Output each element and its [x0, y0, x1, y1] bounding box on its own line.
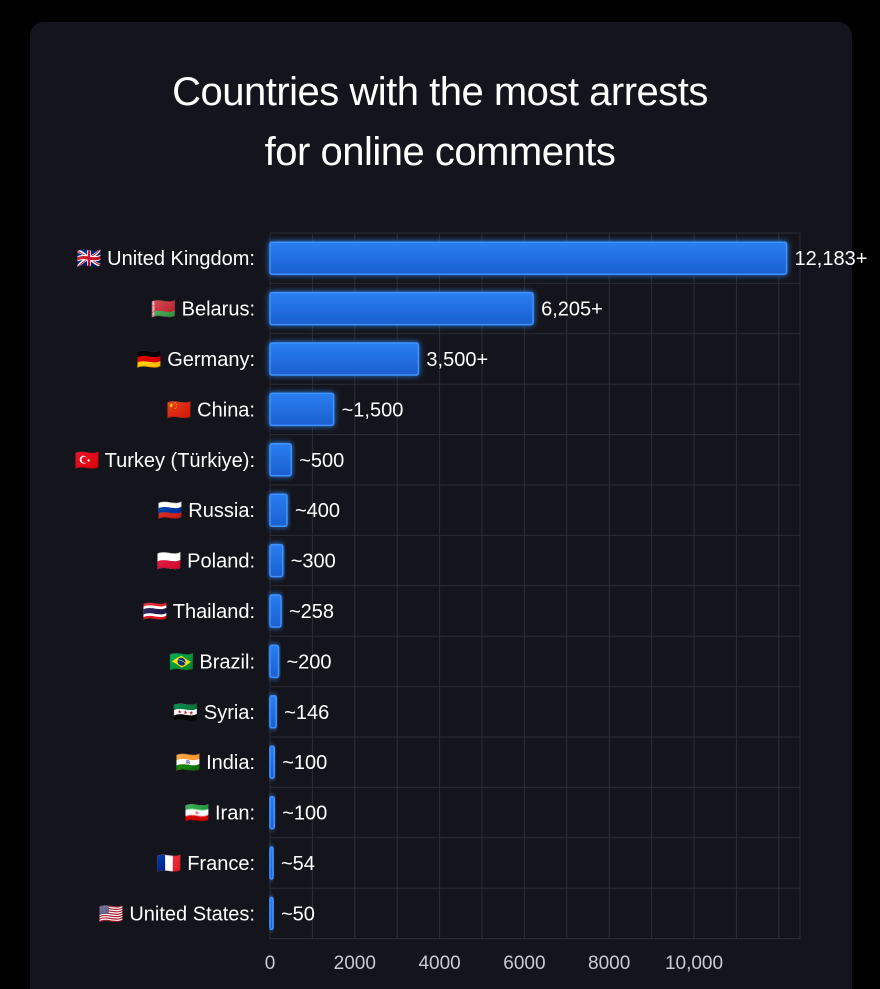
category-label: 🇬🇧 United Kingdom: — [77, 248, 255, 270]
category-label: 🇸🇾 Syria: — [173, 702, 255, 724]
bar-9 — [269, 695, 277, 729]
category-label: 🇧🇷 Brazil: — [169, 651, 255, 673]
bar-1 — [269, 291, 534, 326]
x-tick-label: 10,000 — [665, 953, 723, 974]
category-label: 🇨🇳 China: — [167, 399, 255, 421]
x-tick-label: 8000 — [588, 953, 630, 974]
value-label: ~300 — [291, 551, 336, 573]
bar-7 — [269, 594, 282, 628]
x-axis-ticks: 0 2000 4000 6000 8000 10,000 — [265, 953, 723, 974]
bar-5 — [269, 493, 288, 527]
value-label: ~500 — [299, 450, 344, 472]
chart-card — [30, 22, 852, 989]
x-tick-label: 6000 — [503, 953, 545, 974]
bar-4 — [269, 443, 292, 477]
value-label: ~1,500 — [342, 399, 404, 421]
bar-2 — [269, 342, 420, 376]
x-tick-label: 0 — [265, 953, 276, 974]
category-label: 🇹🇭 Thailand: — [143, 601, 255, 623]
category-label: 🇷🇺 Russia: — [158, 500, 255, 522]
category-label: 🇩🇪 Germany: — [137, 349, 255, 371]
grid-lines — [269, 232, 801, 940]
category-label: 🇹🇷 Turkey (Türkiye): — [75, 450, 255, 472]
bar-12 — [269, 846, 274, 880]
value-label: ~400 — [295, 500, 340, 522]
bar-11 — [269, 795, 275, 830]
value-label: ~100 — [282, 752, 327, 774]
bar-3 — [269, 392, 335, 427]
value-label: ~50 — [281, 903, 315, 925]
category-label: 🇮🇳 India: — [176, 752, 255, 774]
labels-group: 🇬🇧 United Kingdom: 12,183+ 🇧🇾 Belarus: 6,20… — [75, 248, 868, 925]
x-tick-label: 2000 — [334, 953, 376, 974]
category-label: 🇫🇷 France: — [157, 853, 255, 875]
value-label: ~146 — [284, 702, 329, 724]
chart-title-line-1: Countries with the most arrests — [172, 70, 708, 114]
value-label: 6,205+ — [541, 299, 603, 321]
value-label: 3,500+ — [426, 349, 488, 371]
bar-8 — [269, 644, 280, 679]
value-label: 12,183+ — [795, 248, 868, 270]
value-label: ~258 — [289, 601, 334, 623]
chart-title: Countries with the most arrests for onli… — [0, 62, 880, 182]
chart-title-line-2: for online comments — [264, 130, 616, 174]
value-label: ~54 — [281, 853, 315, 875]
category-label: 🇺🇸 United States: — [99, 903, 255, 925]
bar-13 — [269, 896, 274, 931]
category-label: 🇵🇱 Poland: — [157, 551, 255, 573]
category-label: 🇮🇷 Iran: — [185, 803, 255, 825]
value-label: ~100 — [282, 803, 327, 825]
x-tick-label: 4000 — [418, 953, 460, 974]
bar-0 — [269, 241, 788, 275]
bar-10 — [269, 745, 275, 779]
bars-group — [269, 241, 788, 931]
bar-6 — [269, 543, 284, 578]
category-label: 🇧🇾 Belarus: — [151, 299, 255, 321]
value-label: ~200 — [286, 651, 331, 673]
